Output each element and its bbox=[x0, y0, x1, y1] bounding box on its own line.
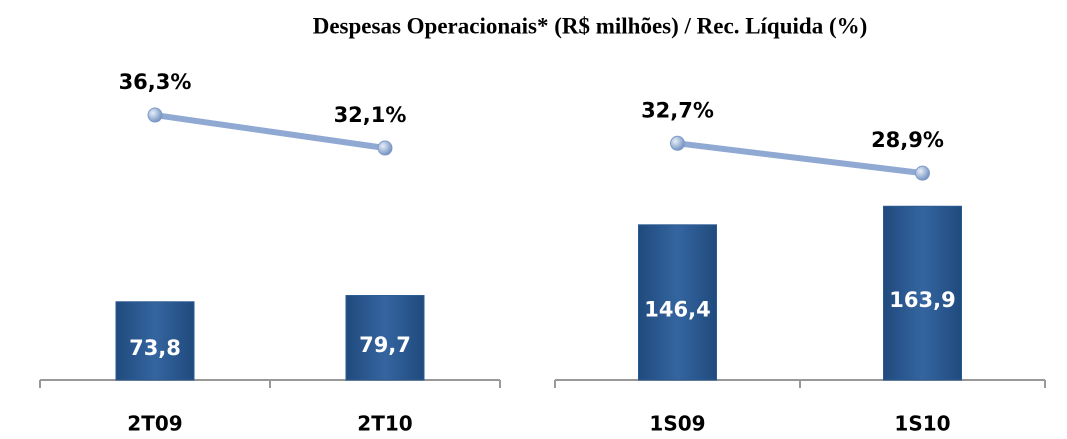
bar-value-label: 79,7 bbox=[359, 333, 411, 357]
line bbox=[677, 140, 923, 177]
bar bbox=[638, 224, 717, 381]
line bbox=[154, 112, 386, 151]
bar bbox=[345, 295, 425, 381]
line-point bbox=[915, 165, 930, 181]
line-point bbox=[147, 107, 163, 123]
bar-value-label: 73,8 bbox=[129, 336, 181, 360]
line-point bbox=[670, 135, 685, 151]
line-point bbox=[377, 140, 393, 156]
bar bbox=[115, 301, 195, 381]
line-value-label: 32,1% bbox=[334, 103, 407, 127]
bar bbox=[883, 205, 962, 381]
chart-title: Despesas Operacionais* (R$ milhões) / Re… bbox=[313, 13, 868, 38]
line-value-label: 32,7% bbox=[641, 98, 714, 122]
x-tick-label: 2T10 bbox=[357, 412, 412, 436]
x-tick-label: 2T09 bbox=[127, 412, 182, 436]
x-tick-label: 1S10 bbox=[894, 412, 950, 436]
line-value-label: 36,3% bbox=[119, 70, 192, 94]
x-tick-label: 1S09 bbox=[649, 412, 705, 436]
line-value-label: 28,9% bbox=[871, 128, 944, 152]
bar-value-label: 163,9 bbox=[889, 288, 955, 312]
bar-value-label: 146,4 bbox=[644, 297, 710, 321]
